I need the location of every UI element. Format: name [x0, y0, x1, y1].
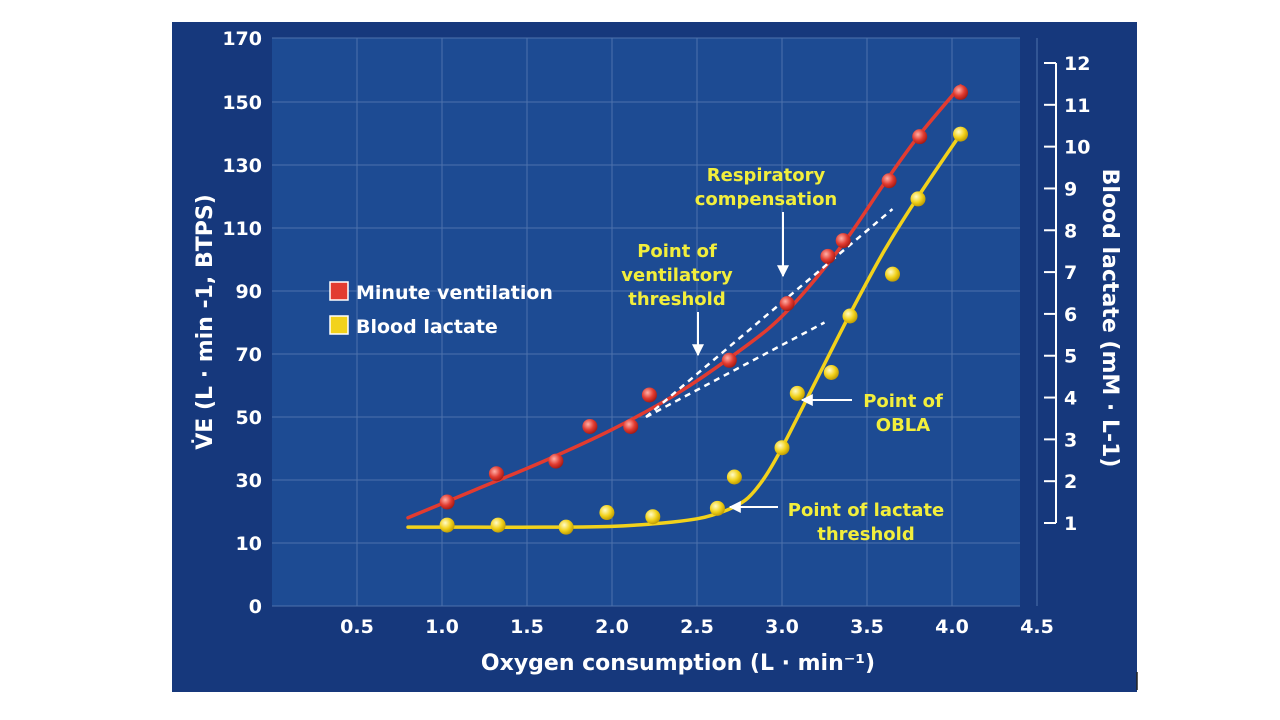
y2-tick-label: 11	[1064, 95, 1090, 117]
data-points	[439, 84, 968, 535]
y2-tick-label: 8	[1064, 220, 1077, 242]
lactate-point	[599, 505, 615, 521]
ventilation-point	[439, 494, 455, 510]
annotation-respiratory-compensation: Respiratory compensation	[695, 165, 838, 278]
annotation-text: OBLA	[876, 415, 930, 436]
annotation-text: Point of lactate	[788, 500, 944, 521]
annotation-text: threshold	[628, 289, 725, 310]
lactate-point	[910, 191, 926, 207]
annotation-text: ventilatory	[621, 265, 733, 286]
y2-tick-label: 3	[1064, 429, 1077, 451]
y2-tick-label: 6	[1064, 304, 1077, 326]
ventilation-point	[912, 129, 928, 145]
ventilation-point	[835, 233, 851, 249]
extrapolation-lines	[645, 208, 894, 419]
legend-swatch-minute-ventilation	[329, 281, 349, 301]
y2-tick-label: 2	[1064, 471, 1077, 493]
extrapolation-dashed-line	[645, 208, 894, 418]
y2-axis-title: Blood lactate (mM · L-1)	[1097, 169, 1122, 468]
annotation-text: Respiratory	[707, 165, 826, 186]
y-tick-label: 70	[236, 344, 262, 366]
x-tick-label: 4.5	[1020, 616, 1054, 638]
lactate-point	[490, 517, 506, 533]
lactate-point	[558, 519, 574, 535]
annotation-lactate-threshold: Point of lactate threshold	[728, 500, 944, 545]
annotation-text: Point of	[637, 241, 717, 262]
y2-tick-label: 5	[1064, 346, 1077, 368]
lactate-point	[774, 440, 790, 456]
x-tick-label: 2.0	[595, 616, 629, 638]
y-tick-label: 110	[222, 218, 262, 240]
extrapolation-dashed-line	[645, 321, 826, 419]
y2-tick-label: 1	[1064, 513, 1077, 535]
ventilation-point	[641, 387, 657, 403]
ventilation-point	[953, 84, 968, 100]
legend-swatch-blood-lactate	[329, 315, 349, 335]
annotation-text: threshold	[817, 524, 914, 545]
x-axis-title: Oxygen consumption (L · min⁻¹)	[481, 651, 875, 676]
ventilation-point	[623, 418, 639, 434]
ventilation-point	[820, 248, 836, 264]
ventilation-point	[881, 173, 897, 189]
y-tick-label: 170	[222, 28, 262, 50]
x-tick-label: 3.0	[765, 616, 799, 638]
y2-tick-label: 7	[1064, 262, 1077, 284]
lactate-point	[726, 469, 742, 485]
x-tick-labels: 0.5 1.0 1.5 2.0 2.5 3.0 3.5 4.0 4.5	[340, 616, 1054, 638]
annotation-ventilatory-threshold: Point of ventilatory threshold	[621, 241, 733, 357]
y-axis-title: V̇E (L · min -1, BTPS)	[192, 194, 218, 450]
plot-area	[272, 38, 1020, 606]
y2-tick-label: 12	[1064, 53, 1090, 75]
annotation-text: compensation	[695, 189, 838, 210]
ventilation-point	[488, 466, 504, 482]
lactate-point	[885, 266, 900, 282]
y-tick-label: 90	[236, 281, 262, 303]
lactate-point	[823, 364, 839, 380]
y2-tick-label: 4	[1064, 388, 1077, 410]
y-tick-labels: 0 10 30 50 70 90 110 130 150 170	[222, 28, 262, 618]
legend: Minute ventilation Blood lactate	[329, 281, 553, 338]
x-tick-label: 1.5	[510, 616, 544, 638]
y-tick-label: 10	[236, 533, 262, 555]
x-tick-label: 2.5	[680, 616, 714, 638]
y2-tick-label: 9	[1064, 178, 1077, 200]
annotation-obla: Point of OBLA	[800, 391, 943, 436]
x-tick-label: 1.0	[425, 616, 459, 638]
ventilation-point	[721, 352, 737, 368]
y-tick-label: 30	[236, 470, 262, 492]
legend-label-minute-ventilation: Minute ventilation	[356, 282, 553, 304]
x-tick-label: 3.5	[850, 616, 884, 638]
x-tick-label: 4.0	[935, 616, 969, 638]
lactate-point	[439, 517, 455, 533]
y-tick-label: 130	[222, 155, 262, 177]
x-tick-label: 0.5	[340, 616, 374, 638]
lactate-point	[789, 385, 805, 401]
ventilation-point	[779, 296, 795, 312]
lactate-point	[842, 308, 858, 324]
y2-tick-label: 10	[1064, 137, 1090, 159]
legend-label-blood-lactate: Blood lactate	[356, 316, 498, 338]
y-tick-label: 0	[249, 596, 262, 618]
ventilation-point	[548, 453, 564, 469]
y-tick-label: 50	[236, 407, 262, 429]
annotation-text: Point of	[863, 391, 943, 412]
lactate-point	[953, 126, 968, 142]
lactate-point	[645, 509, 661, 525]
lactate-point	[709, 500, 725, 516]
y-tick-label: 150	[222, 92, 262, 114]
ventilation-point	[582, 418, 598, 434]
